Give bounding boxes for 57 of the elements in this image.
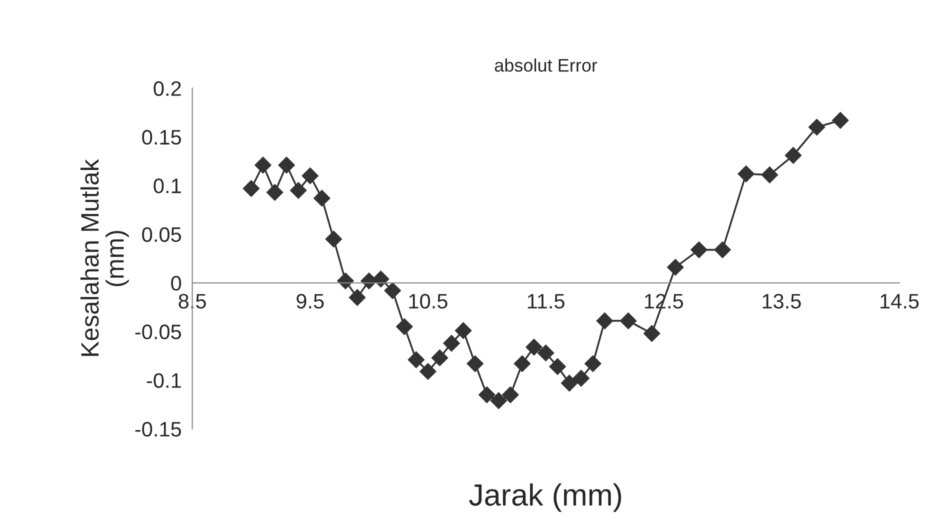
point xyxy=(667,258,684,276)
point xyxy=(784,147,802,164)
y-tick-label: 0 xyxy=(171,276,182,291)
x-tick-label: 14.5 xyxy=(880,294,919,309)
point xyxy=(502,386,519,404)
point xyxy=(372,270,390,288)
point xyxy=(620,312,637,330)
point xyxy=(549,358,566,375)
point xyxy=(454,322,472,339)
point xyxy=(537,344,554,362)
point xyxy=(808,118,826,136)
point xyxy=(560,374,578,392)
point xyxy=(254,156,272,174)
x-axis-title: Jarak (mm) xyxy=(469,483,622,512)
y-tick-label: 0.15 xyxy=(142,130,182,145)
y-tick-label: 0.05 xyxy=(142,227,182,242)
point xyxy=(266,184,284,201)
point xyxy=(314,190,330,207)
point xyxy=(431,349,448,366)
point xyxy=(278,156,295,174)
point xyxy=(466,355,484,372)
y-tick-label: -0.1 xyxy=(146,373,181,388)
y-tick-label: 0.2 xyxy=(154,81,181,96)
point xyxy=(325,230,342,248)
point xyxy=(596,312,614,330)
point xyxy=(302,167,319,184)
point xyxy=(242,180,260,197)
point xyxy=(408,351,425,368)
x-tick-label: 13.5 xyxy=(762,294,801,309)
point xyxy=(490,392,508,410)
x-tick-label: 8.5 xyxy=(178,294,206,309)
point xyxy=(396,318,413,336)
x-tick-label: 11.5 xyxy=(528,294,564,309)
point xyxy=(643,325,660,342)
y-tick-label: -0.05 xyxy=(135,324,182,340)
y-tick-label: -0.15 xyxy=(135,422,182,437)
point xyxy=(572,370,590,387)
point xyxy=(478,386,496,404)
point xyxy=(584,355,602,372)
point xyxy=(384,282,401,300)
point xyxy=(337,272,354,290)
x-tick-label: 9.5 xyxy=(296,294,324,309)
point xyxy=(420,363,436,380)
point xyxy=(526,338,542,356)
y-tick-label: 0.1 xyxy=(154,178,181,194)
y-axis-title: Kesalahan Mutlak (mm) xyxy=(80,159,129,356)
point xyxy=(514,355,531,372)
point xyxy=(348,289,366,306)
point xyxy=(738,166,754,182)
point xyxy=(832,112,849,129)
point xyxy=(714,241,731,258)
chart-title: absolut Error xyxy=(494,58,598,72)
point xyxy=(290,182,307,199)
x-tick-label: 10.5 xyxy=(409,294,448,309)
point xyxy=(761,166,778,184)
point xyxy=(443,334,460,352)
point xyxy=(690,241,708,258)
